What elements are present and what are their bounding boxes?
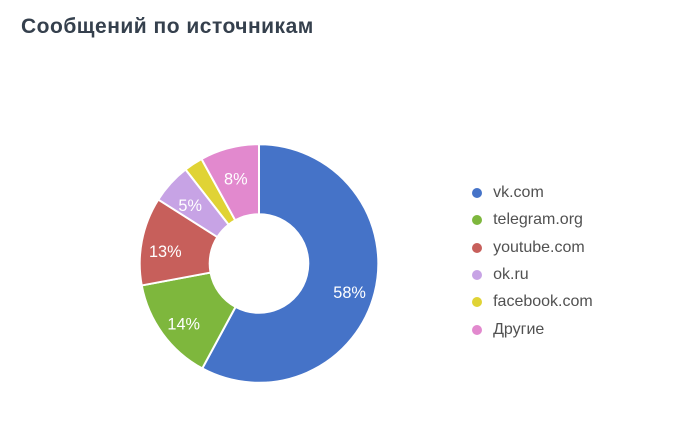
svg-text:14%: 14% — [167, 316, 200, 334]
svg-text:8%: 8% — [224, 170, 248, 188]
svg-text:13%: 13% — [149, 243, 182, 261]
svg-text:5%: 5% — [178, 197, 202, 215]
svg-text:58%: 58% — [333, 284, 366, 302]
